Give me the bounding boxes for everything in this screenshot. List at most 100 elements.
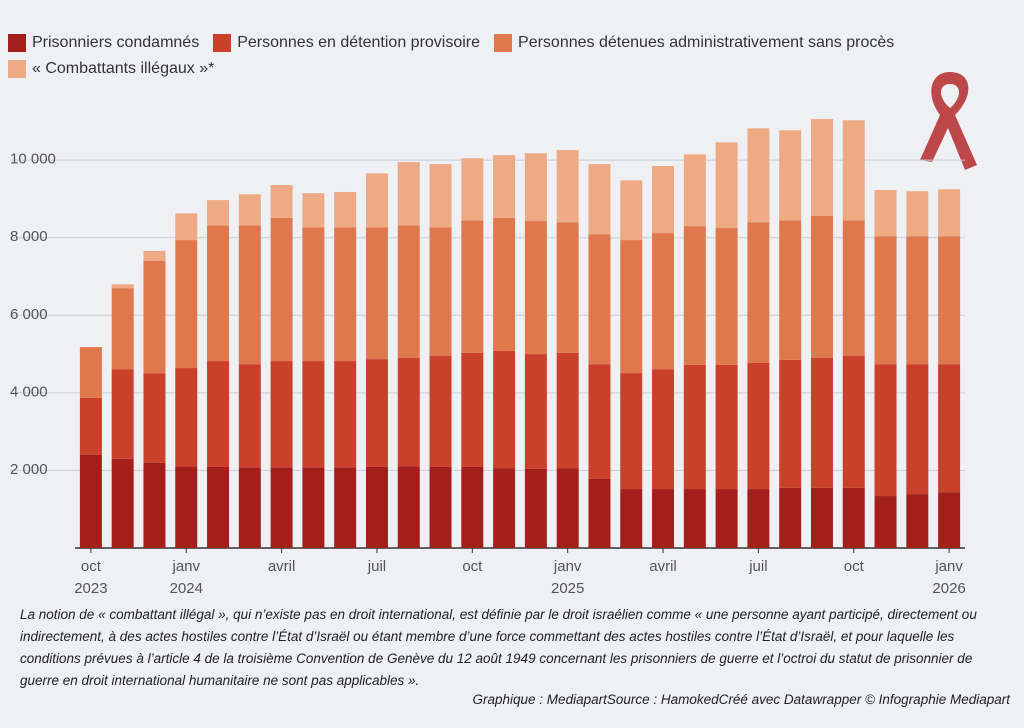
bar-segment xyxy=(429,466,452,548)
legend-item: Personnes détenues administrativement sa… xyxy=(494,34,894,52)
bar-segment xyxy=(238,194,261,226)
bar-segment xyxy=(620,373,643,490)
bar-segment xyxy=(302,227,325,362)
x-tick-label: janv 2024 xyxy=(170,558,203,597)
bar-segment xyxy=(207,361,230,467)
bar-segment xyxy=(111,288,134,370)
bar-segment xyxy=(270,467,293,548)
bar-segment xyxy=(524,221,547,355)
bar-segment xyxy=(493,217,516,351)
legend-item: « Combattants illégaux »* xyxy=(8,60,214,78)
bar-segment xyxy=(334,361,357,468)
bar-segment xyxy=(938,236,961,365)
legend-item: Personnes en détention provisoire xyxy=(213,34,480,52)
x-tick-label: janv 2026 xyxy=(932,558,965,597)
bar-segment xyxy=(143,462,166,548)
bar-segment xyxy=(429,164,452,228)
bar-segment xyxy=(238,467,261,548)
bar-segment xyxy=(715,364,738,490)
bar-segment xyxy=(207,200,230,226)
bar-segment xyxy=(524,468,547,548)
bar-segment xyxy=(461,352,484,467)
bar-segment xyxy=(779,220,802,360)
x-tick-label: janv 2025 xyxy=(551,558,584,597)
bar-segment xyxy=(588,478,611,548)
bar-segment xyxy=(683,226,706,365)
legend-label: Personnes détenues administrativement sa… xyxy=(518,34,895,51)
bar-segment xyxy=(461,158,484,221)
bar-segment xyxy=(906,236,929,365)
bar-segment xyxy=(938,189,961,237)
bar-segment xyxy=(143,261,166,374)
bar-segment xyxy=(715,142,738,229)
bar-segment xyxy=(175,213,198,241)
bar-segment xyxy=(493,350,516,469)
bar-segment xyxy=(779,359,802,488)
bar-segment xyxy=(79,397,102,455)
legend-swatch xyxy=(8,34,26,52)
bar-segment xyxy=(302,361,325,468)
bar-segment xyxy=(493,468,516,548)
bar-segment xyxy=(588,234,611,365)
bar-segment xyxy=(747,489,770,548)
bar-segment xyxy=(397,466,420,548)
bar-segment xyxy=(810,357,833,488)
ribbon-icon xyxy=(920,72,977,170)
bar-segment xyxy=(270,361,293,468)
bar-segment xyxy=(556,352,579,469)
bar-segment xyxy=(556,222,579,353)
bar-segment xyxy=(429,227,452,357)
bar-segment xyxy=(874,236,897,365)
bar-segment xyxy=(334,467,357,548)
bar-segment xyxy=(683,364,706,490)
bar-segment xyxy=(588,364,611,479)
x-tick-label: avril xyxy=(268,558,296,575)
x-tick-label: oct xyxy=(462,558,483,575)
bar-segment xyxy=(938,492,961,548)
bar-segment xyxy=(207,466,230,548)
y-tick-label: 4 000 xyxy=(10,383,48,400)
bar-segment xyxy=(461,220,484,353)
bar-segment xyxy=(842,356,865,488)
bar-segment xyxy=(524,153,547,222)
bar-segment xyxy=(302,467,325,548)
y-tick-label: 2 000 xyxy=(10,461,48,478)
x-tick-label: avril xyxy=(649,558,677,575)
bar-segment xyxy=(238,364,261,468)
bar-segment xyxy=(652,233,675,370)
bar-segment xyxy=(810,487,833,548)
bar-segment xyxy=(175,466,198,548)
bar-segment xyxy=(143,250,166,262)
bar-segment xyxy=(270,184,293,218)
bar-segment xyxy=(111,458,134,548)
bar-segment xyxy=(334,227,357,362)
bar-segment xyxy=(652,165,675,234)
legend: Prisonniers condamnés Personnes en détent… xyxy=(8,34,908,78)
bar-segment xyxy=(493,155,516,218)
bar-segment xyxy=(715,489,738,548)
bar-segment xyxy=(620,240,643,374)
bar-segment xyxy=(461,466,484,548)
legend-swatch xyxy=(8,60,26,78)
bar-segment xyxy=(207,225,230,362)
bar-segment xyxy=(302,193,325,228)
bar-segment xyxy=(874,496,897,548)
y-tick-label: 10 000 xyxy=(10,151,56,168)
bar-segment xyxy=(652,489,675,548)
bar-segment xyxy=(365,227,388,360)
bar-segment xyxy=(175,368,198,467)
bar-segment xyxy=(556,468,579,548)
bar-segment xyxy=(842,220,865,357)
bar-segment xyxy=(524,354,547,469)
bar-segment xyxy=(365,466,388,548)
legend-swatch xyxy=(494,34,513,52)
bar-segment xyxy=(842,487,865,548)
bar-segment xyxy=(79,454,102,548)
bar-segment xyxy=(906,364,929,495)
bar-segment xyxy=(397,357,420,467)
legend-label: « Combattants illégaux »* xyxy=(32,60,215,77)
y-tick-label: 6 000 xyxy=(10,306,48,323)
bar-segment xyxy=(810,216,833,358)
bar-segment xyxy=(874,364,897,497)
